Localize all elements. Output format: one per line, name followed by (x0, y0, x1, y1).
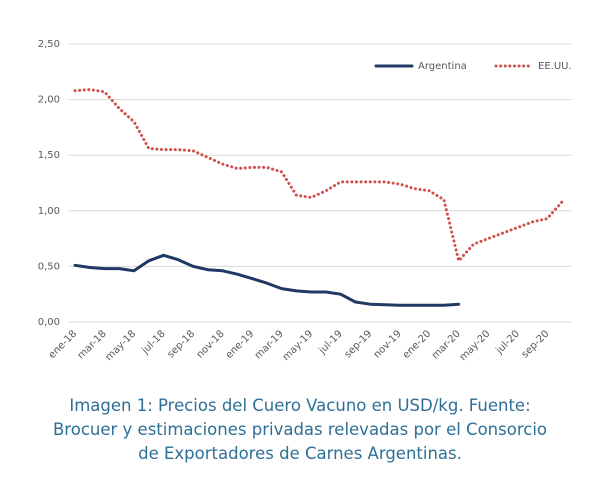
y-tick-label: 0,00 (38, 317, 60, 328)
caption: Imagen 1: Precios del Cuero Vacuno en US… (0, 394, 600, 466)
x-tick-label: sep-19 (343, 328, 375, 360)
chart: 0,000,501,001,502,002,50ene-18mar-18may-… (38, 39, 572, 363)
caption-line: de Exportadores de Carnes Argentinas. (138, 444, 462, 463)
x-tick-label: ene-19 (224, 328, 257, 361)
x-tick-label: nov-18 (195, 328, 227, 360)
y-tick-label: 0,50 (38, 261, 60, 272)
x-tick-label: jul-18 (139, 328, 167, 356)
x-tick-label: may-20 (458, 328, 493, 363)
y-tick-label: 2,00 (38, 95, 60, 106)
x-tick-label: sep-20 (520, 328, 552, 360)
series-line (73, 253, 461, 307)
y-tick-label: 1,50 (38, 150, 60, 161)
x-tick-label: jul-20 (494, 328, 522, 356)
series-line (73, 88, 564, 263)
y-tick-label: 1,00 (38, 206, 60, 217)
x-tick-label: may-19 (281, 328, 316, 363)
legend-label: Argentina (418, 61, 467, 72)
x-tick-label: ene-20 (401, 328, 434, 361)
legend-label: EE.UU. (538, 61, 572, 72)
x-tick-label: jul-19 (316, 328, 344, 356)
x-tick-label: sep-18 (165, 328, 197, 360)
caption-line: Brocuer y estimaciones privadas relevada… (52, 420, 547, 439)
y-tick-label: 2,50 (38, 39, 60, 50)
x-tick-label: nov-19 (372, 328, 404, 360)
x-tick-label: may-18 (104, 328, 139, 363)
caption-line: Imagen 1: Precios del Cuero Vacuno en US… (69, 396, 531, 415)
x-tick-label: ene-18 (47, 328, 80, 361)
